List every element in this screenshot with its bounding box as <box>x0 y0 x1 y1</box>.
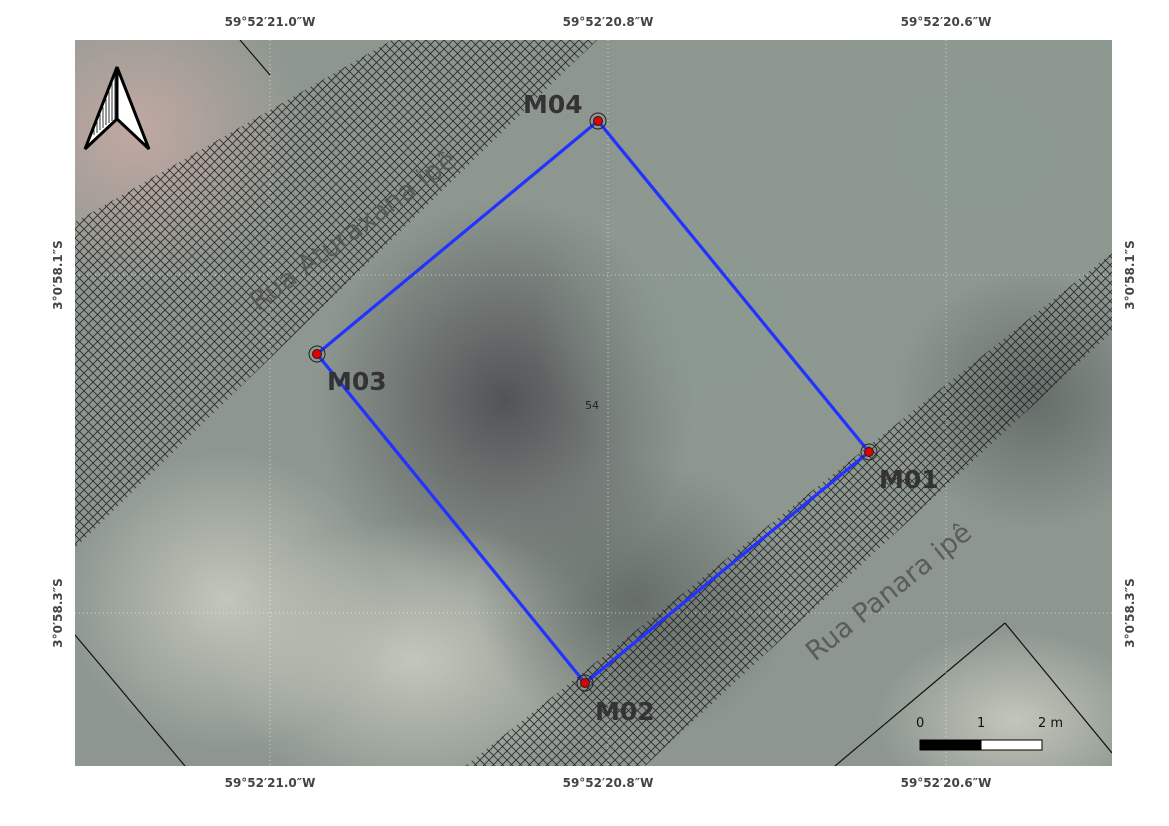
coord-bottom-3: 59°52′20.6″W <box>900 776 992 790</box>
marker-m03[interactable]: M03 <box>308 345 387 396</box>
scale-segment-white <box>980 739 1043 751</box>
coord-right-2: 3°0′58.3″S <box>1123 578 1137 648</box>
north-arrow-icon <box>83 66 151 151</box>
coord-top-1: 59°52′21.0″W <box>224 15 316 29</box>
property-lines <box>75 40 1112 766</box>
coord-bottom-1: 59°52′21.0″W <box>224 776 316 790</box>
marker-m02[interactable]: M02 <box>576 674 655 726</box>
marker-label-m02: M02 <box>595 697 655 726</box>
street-aturaxana <box>75 40 598 548</box>
marker-label-m04: M04 <box>523 90 583 119</box>
scale-label-1: 1 <box>977 716 985 731</box>
coord-top-3: 59°52′20.6″W <box>900 15 992 29</box>
coord-right-1: 3°0′58.1″S <box>1123 240 1137 310</box>
marker-label-m01: M01 <box>879 465 939 494</box>
marker-m01[interactable]: M01 <box>860 443 939 494</box>
street-panara <box>465 253 1112 766</box>
marker-label-m03: M03 <box>327 367 387 396</box>
street-bands <box>75 40 1112 766</box>
map-canvas[interactable]: Rua Aturaxana ipê Rua Panara ipê 54 M04 … <box>75 40 1112 766</box>
scale-segment-black <box>919 739 982 751</box>
graticule <box>75 40 1112 766</box>
marker-m04[interactable]: M04 <box>523 90 607 130</box>
scale-label-0: 0 <box>916 716 924 731</box>
parcel-number: 54 <box>585 399 599 412</box>
scale-bar: 0 1 2 m <box>916 716 1063 751</box>
scale-label-2: 2 m <box>1038 716 1063 731</box>
coord-left-2: 3°0′58.3″S <box>51 578 65 648</box>
coord-left-1: 3°0′58.1″S <box>51 240 65 310</box>
coord-bottom-2: 59°52′20.8″W <box>562 776 654 790</box>
coord-top-2: 59°52′20.8″W <box>562 15 654 29</box>
